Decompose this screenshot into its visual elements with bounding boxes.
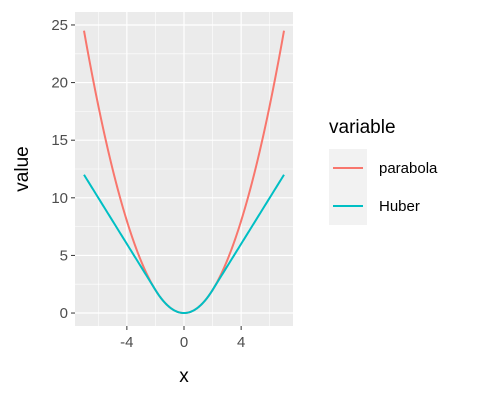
y-axis-title: value	[12, 146, 33, 191]
y-tick-label: 0	[60, 305, 68, 322]
x-tick-label: -4	[120, 334, 133, 351]
series-lines	[83, 30, 285, 315]
y-tick-label: 20	[51, 75, 68, 92]
legend-title: variable	[329, 117, 396, 138]
legend-label-huber: Huber	[379, 198, 420, 215]
x-tick-label: 0	[180, 334, 188, 351]
y-tick-label: 15	[51, 132, 68, 149]
legend-items: parabola Huber	[329, 149, 438, 225]
x-axis-title: x	[179, 366, 189, 387]
legend: variable parabola Huber	[329, 117, 438, 225]
x-tick-label: 4	[237, 334, 245, 351]
legend-label-parabola: parabola	[379, 160, 438, 177]
y-tick-label: 25	[51, 17, 68, 34]
x-axis: -4 0 4	[120, 326, 245, 351]
y-tick-label: 10	[51, 190, 68, 207]
series-line-huber	[83, 174, 285, 315]
y-tick-label: 5	[60, 247, 68, 264]
y-axis: 0 5 10 15 20 25	[51, 17, 75, 322]
